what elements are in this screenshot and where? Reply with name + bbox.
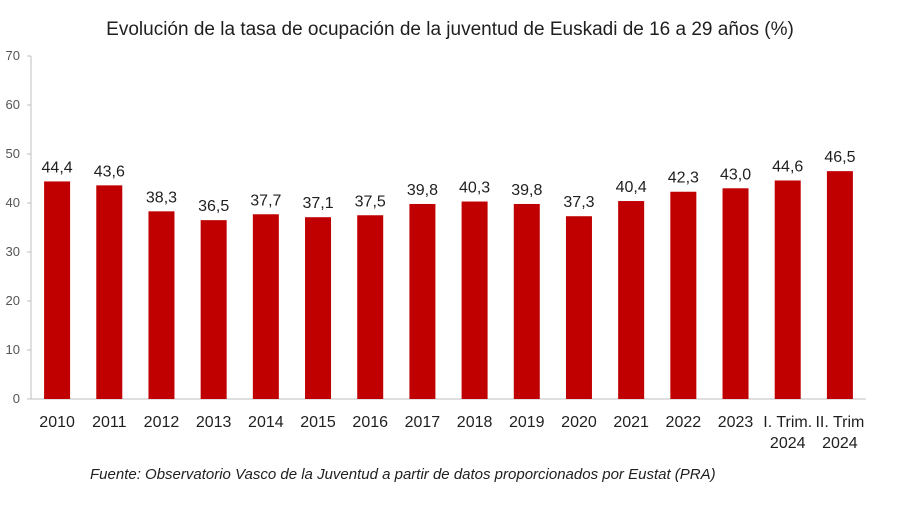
bar	[409, 203, 436, 399]
bar	[565, 216, 592, 399]
data-label: 39,8	[407, 182, 438, 199]
y-tick-label: 20	[6, 293, 20, 308]
y-tick-label: 0	[13, 391, 20, 406]
x-tick-label: 2018	[457, 414, 493, 431]
x-tick-label: 2013	[196, 414, 232, 431]
data-label: 40,3	[459, 180, 490, 197]
x-tick-label: 2016	[352, 414, 388, 431]
data-label: 42,3	[668, 170, 699, 187]
data-label: 44,4	[42, 159, 73, 176]
bar	[670, 191, 697, 399]
data-label: 43,6	[94, 163, 125, 180]
data-label: 38,3	[146, 189, 177, 206]
x-tick-label: I. Trim.	[763, 414, 812, 431]
data-labels: 44,4 43,6 38,3 36,5 37,7 37,1 37,5 39,8 40,3 39,8…	[42, 149, 856, 215]
x-tick-label: 2020	[561, 414, 597, 431]
bar	[722, 188, 749, 399]
y-tick-label: 10	[6, 342, 20, 357]
y-tick-label: 50	[6, 146, 20, 161]
data-label: 44,6	[772, 158, 803, 175]
bar	[44, 181, 71, 399]
y-tick-label: 40	[6, 195, 20, 210]
y-tick-label: 30	[6, 244, 20, 259]
x-tick-label: 2012	[144, 414, 180, 431]
data-label: 37,1	[302, 195, 333, 212]
bar	[618, 201, 645, 399]
bar	[200, 220, 227, 399]
bar	[148, 211, 175, 399]
x-tick-label: 2014	[248, 414, 284, 431]
chart-title: Evolución de la tasa de ocupación de la …	[106, 19, 794, 40]
source-note: Fuente: Observatorio Vasco de la Juventu…	[90, 466, 716, 483]
bar	[252, 214, 279, 399]
bar	[461, 201, 488, 399]
x-tick-label: 2021	[613, 414, 649, 431]
y-axis-ticks: 0 10 20 30 40 50 60 70	[6, 48, 31, 406]
x-tick-label: 2015	[300, 414, 336, 431]
data-label: 36,5	[198, 198, 229, 215]
data-label: 46,5	[824, 149, 855, 166]
bar	[774, 180, 801, 399]
x-tick-label: 2010	[39, 414, 75, 431]
x-tick-label: II. Trim	[815, 414, 864, 431]
y-tick-label: 60	[6, 97, 20, 112]
y-tick-label: 70	[6, 48, 20, 63]
x-tick-label: 2019	[509, 414, 545, 431]
data-label: 40,4	[616, 179, 647, 196]
x-tick-label: 2022	[666, 414, 702, 431]
bar	[826, 171, 853, 399]
bar-series	[44, 171, 853, 399]
x-tick-label: 2017	[405, 414, 441, 431]
data-label: 43,0	[720, 166, 751, 183]
x-tick-label: 2024	[822, 435, 858, 452]
data-label: 37,7	[250, 192, 281, 209]
data-label: 37,3	[563, 194, 594, 211]
bar	[513, 203, 540, 399]
x-tick-label: 2024	[770, 435, 806, 452]
x-tick-label: 2023	[718, 414, 754, 431]
bar	[357, 215, 384, 399]
x-axis-ticks: 2010 2011 2012 2013 2014 2015 2016 2017 2018 2019…	[39, 414, 864, 452]
bar	[96, 185, 123, 399]
x-tick-label: 2011	[92, 414, 127, 431]
bar	[305, 217, 332, 399]
data-label: 37,5	[355, 193, 386, 210]
data-label: 39,8	[511, 182, 542, 199]
